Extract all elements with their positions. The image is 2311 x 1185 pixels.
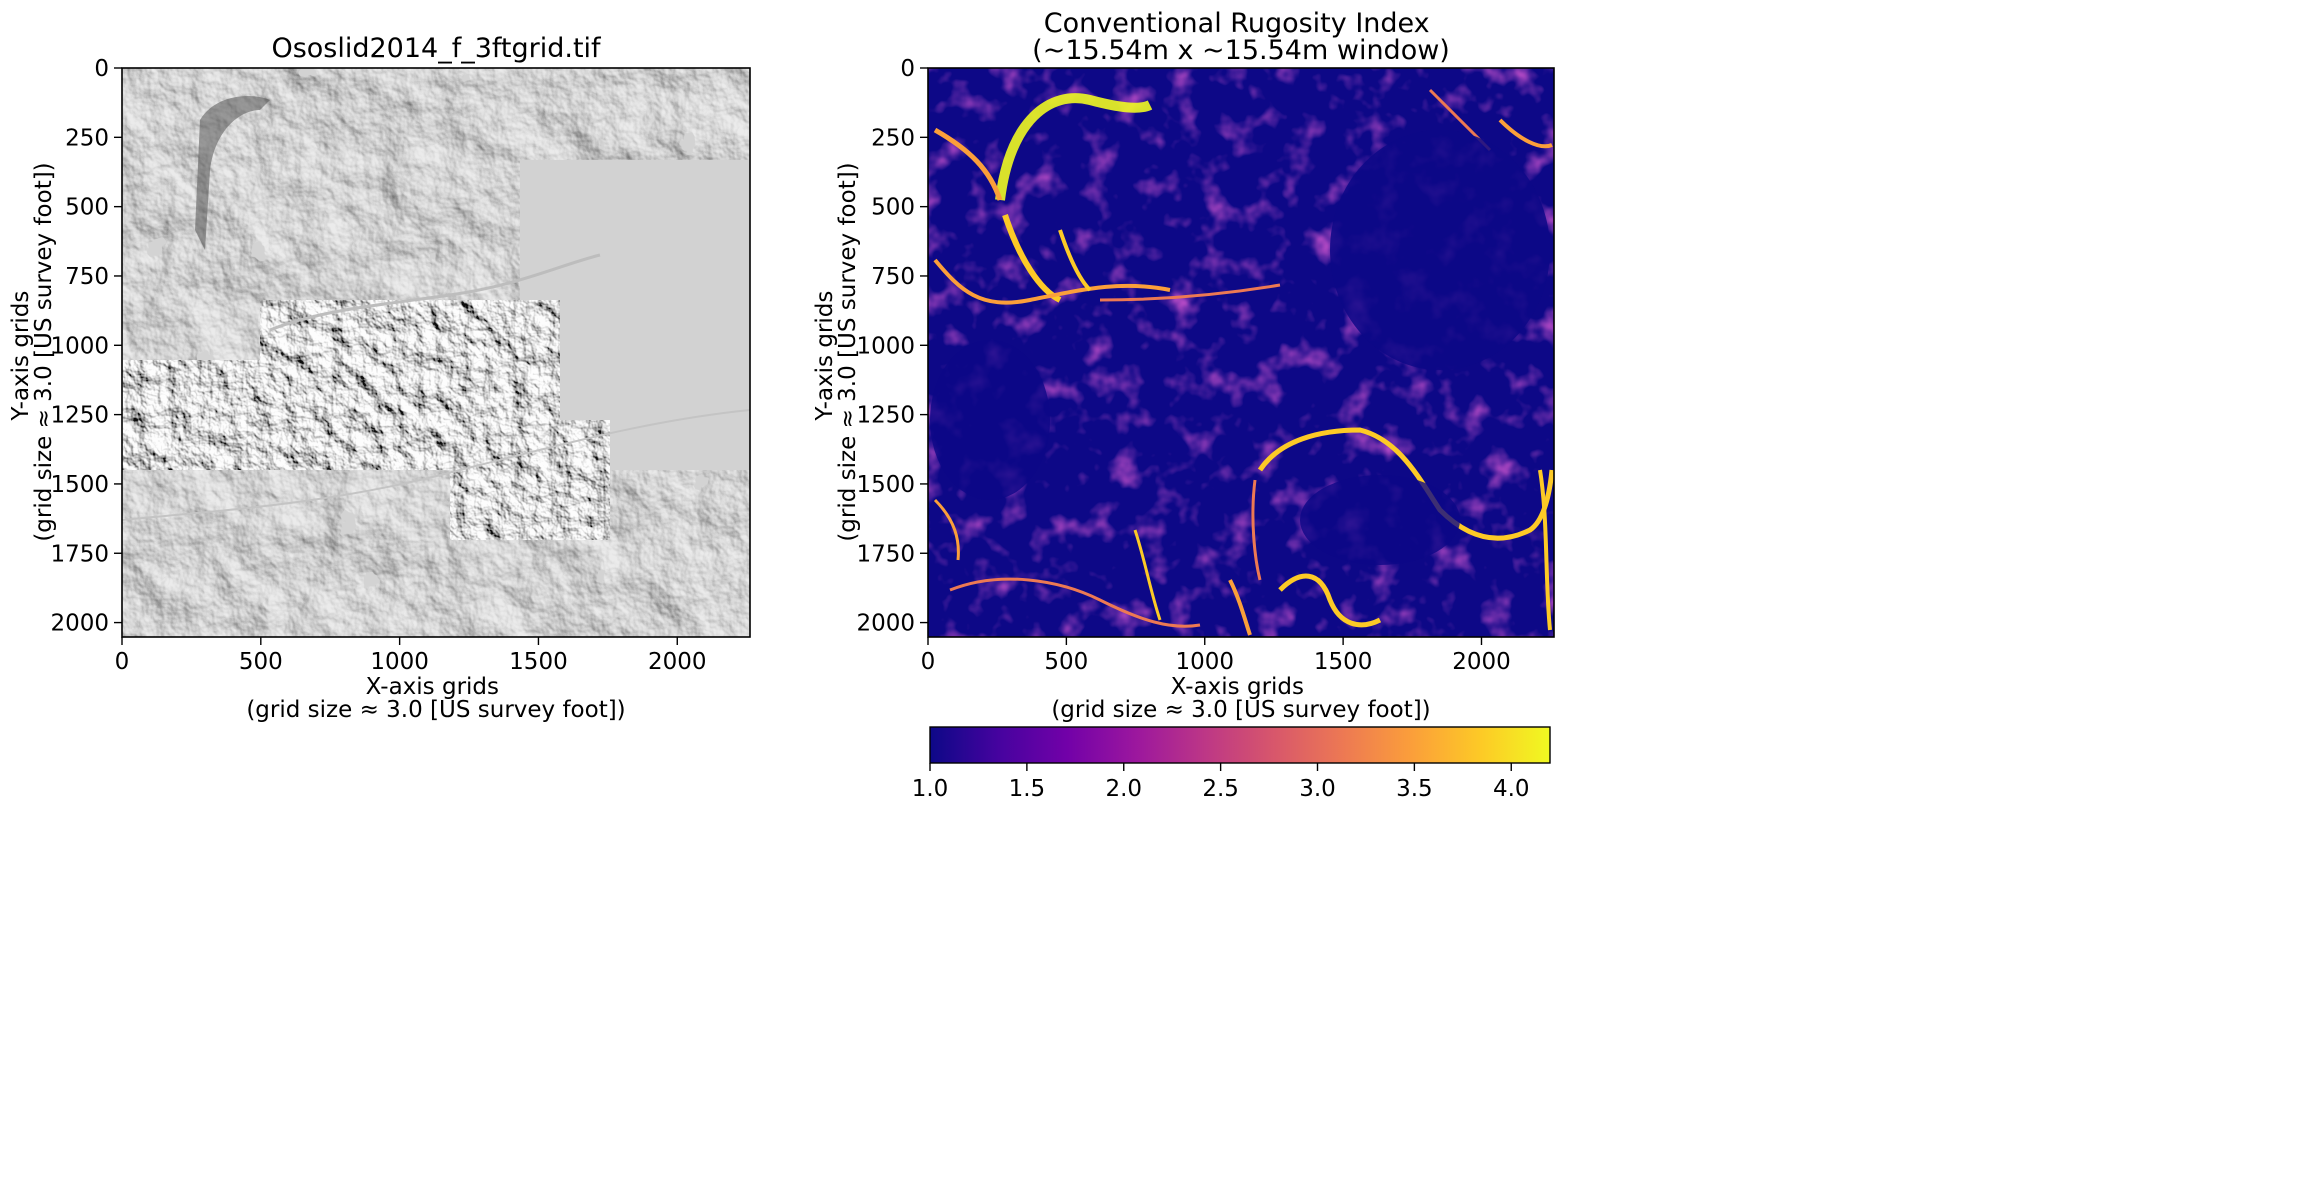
left-x-tick-label: 1500: [509, 649, 568, 675]
left-x-tick-label: 0: [115, 649, 130, 675]
rugosity-panel: Conventional Rugosity Index (~15.54m x ~…: [812, 8, 1555, 802]
left-y-tick-label: 500: [65, 195, 109, 221]
colorbar-tick-label: 3.5: [1396, 776, 1433, 802]
colorbar-tick-label: 2.5: [1202, 776, 1239, 802]
right-x-tick-label: 1000: [1175, 649, 1234, 675]
right-xlabel: X-axis grids (grid size ≈ 3.0 [US survey…: [1051, 674, 1430, 723]
right-title-line2: (~15.54m x ~15.54m window): [1032, 35, 1450, 66]
right-x-tick-label: 500: [1044, 649, 1088, 675]
colorbar-tick-label: 3.0: [1299, 776, 1336, 802]
left-y-tick-label: 0: [94, 56, 109, 82]
left-y-tick-label: 750: [65, 264, 109, 290]
right-y-tick-label: 0: [900, 56, 915, 82]
right-axes-frame: [927, 67, 1555, 638]
colorbar-tick-label: 1.0: [912, 776, 949, 802]
right-x-tick-label: 2000: [1452, 649, 1511, 675]
left-ylabel: Y-axis grids (grid size ≈ 3.0 [US survey…: [8, 162, 57, 541]
right-y-tick-label: 750: [871, 264, 915, 290]
colorbar: 1.0 1.5 2.0 2.5 3.0 3.5 4.0: [912, 726, 1551, 802]
left-y-tick-label: 1500: [50, 472, 109, 498]
left-xlabel-line2: (grid size ≈ 3.0 [US survey foot]): [246, 697, 625, 723]
right-title: Conventional Rugosity Index (~15.54m x ~…: [1032, 8, 1450, 66]
left-x-tick-label: 2000: [648, 649, 707, 675]
colorbar-tick-label: 1.5: [1009, 776, 1046, 802]
right-y-tick-label: 250: [871, 125, 915, 151]
right-y-ticks: 0 250 500 750 1000 1250 1500 1750 2000: [856, 56, 928, 637]
left-y-tick-label: 250: [65, 125, 109, 151]
left-x-tick-label: 1000: [370, 649, 429, 675]
left-x-ticks: 0 500 1000 1500 2000: [115, 637, 707, 675]
colorbar-ticks: 1.0 1.5 2.0 2.5 3.0 3.5 4.0: [912, 763, 1530, 802]
right-ylabel: Y-axis grids (grid size ≈ 3.0 [US survey…: [812, 162, 861, 541]
hillshade-panel: Ososlid2014_f_3ftgrid.tif 0 500 1000 1500 20…: [8, 33, 751, 723]
colorbar-tick-label: 2.0: [1105, 776, 1142, 802]
right-x-tick-label: 1500: [1314, 649, 1373, 675]
left-x-tick-label: 500: [239, 649, 283, 675]
left-y-ticks: 0 250 500 750 1000 1250 1500 1750 2000: [50, 56, 122, 637]
left-axes-frame: [121, 67, 751, 638]
right-ylabel-line1: Y-axis grids: [812, 291, 838, 422]
left-ylabel-line1: Y-axis grids: [8, 291, 34, 422]
right-y-tick-label: 1250: [856, 403, 915, 429]
right-title-line1: Conventional Rugosity Index: [1044, 8, 1430, 39]
right-x-tick-label: 0: [921, 649, 936, 675]
left-title: Ososlid2014_f_3ftgrid.tif: [271, 33, 602, 64]
left-y-tick-label: 1750: [50, 541, 109, 567]
right-xlabel-line2: (grid size ≈ 3.0 [US survey foot]): [1051, 697, 1430, 723]
right-ylabel-line2: (grid size ≈ 3.0 [US survey foot]): [835, 162, 861, 541]
left-y-tick-label: 2000: [50, 611, 109, 637]
right-x-ticks: 0 500 1000 1500 2000: [921, 637, 1511, 675]
right-y-tick-label: 500: [871, 195, 915, 221]
right-xlabel-line1: X-axis grids: [1171, 674, 1304, 700]
left-y-tick-label: 1250: [50, 403, 109, 429]
colorbar-tick-label: 4.0: [1493, 776, 1530, 802]
right-y-tick-label: 2000: [856, 611, 915, 637]
colorbar-gradient: [929, 726, 1551, 764]
left-y-tick-label: 1000: [50, 333, 109, 359]
left-ylabel-line2: (grid size ≈ 3.0 [US survey foot]): [31, 162, 57, 541]
right-y-tick-label: 1500: [856, 472, 915, 498]
left-xlabel-line1: X-axis grids: [366, 674, 499, 700]
right-y-tick-label: 1750: [856, 541, 915, 567]
hillshade-image: [122, 68, 750, 637]
right-y-tick-label: 1000: [856, 333, 915, 359]
rugosity-image: [928, 68, 1554, 637]
left-xlabel: X-axis grids (grid size ≈ 3.0 [US survey…: [246, 674, 625, 723]
